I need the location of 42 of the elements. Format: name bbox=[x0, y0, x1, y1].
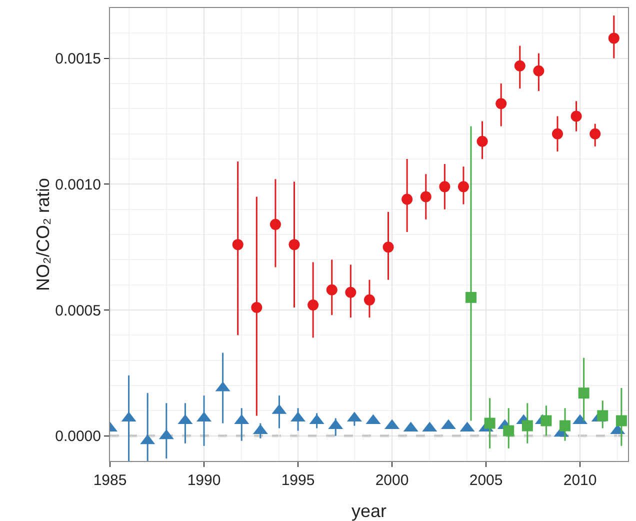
point bbox=[503, 425, 514, 436]
point bbox=[608, 32, 620, 44]
point bbox=[540, 415, 552, 426]
x-tick-label: 1995 bbox=[281, 472, 315, 489]
point bbox=[533, 65, 544, 76]
point bbox=[476, 136, 488, 147]
point bbox=[345, 286, 356, 298]
point bbox=[308, 299, 319, 310]
point bbox=[382, 242, 394, 253]
y-axis-title: NO₂/CO₂ ratio bbox=[33, 178, 54, 291]
point bbox=[597, 410, 608, 422]
point bbox=[402, 194, 413, 205]
point bbox=[270, 218, 281, 230]
point bbox=[439, 181, 450, 192]
x-tick-label: 2005 bbox=[469, 472, 503, 489]
point bbox=[616, 415, 627, 426]
point bbox=[458, 181, 469, 192]
point bbox=[496, 98, 507, 110]
x-tick-label: 2010 bbox=[563, 472, 597, 489]
point bbox=[560, 420, 571, 432]
x-axis-title: year bbox=[351, 501, 387, 521]
point bbox=[232, 239, 244, 250]
point bbox=[251, 302, 262, 313]
point bbox=[590, 128, 601, 140]
point bbox=[570, 110, 582, 122]
x-tick-label: 2000 bbox=[375, 472, 409, 489]
x-tick-label: 1985 bbox=[93, 472, 127, 489]
y-tick-label: 0.0010 bbox=[55, 176, 101, 194]
point bbox=[288, 239, 300, 250]
point bbox=[484, 418, 496, 429]
point bbox=[552, 128, 563, 140]
point bbox=[326, 284, 338, 296]
point bbox=[466, 292, 476, 303]
y-tick-label: 0.0015 bbox=[55, 50, 101, 68]
x-tick-label: 1990 bbox=[187, 472, 221, 489]
point bbox=[578, 388, 590, 399]
point bbox=[514, 60, 526, 72]
point bbox=[522, 420, 533, 432]
y-tick-label: 0.0005 bbox=[55, 302, 101, 320]
point bbox=[420, 191, 432, 202]
point bbox=[364, 294, 375, 306]
y-tick-label: 0.0000 bbox=[55, 428, 101, 446]
